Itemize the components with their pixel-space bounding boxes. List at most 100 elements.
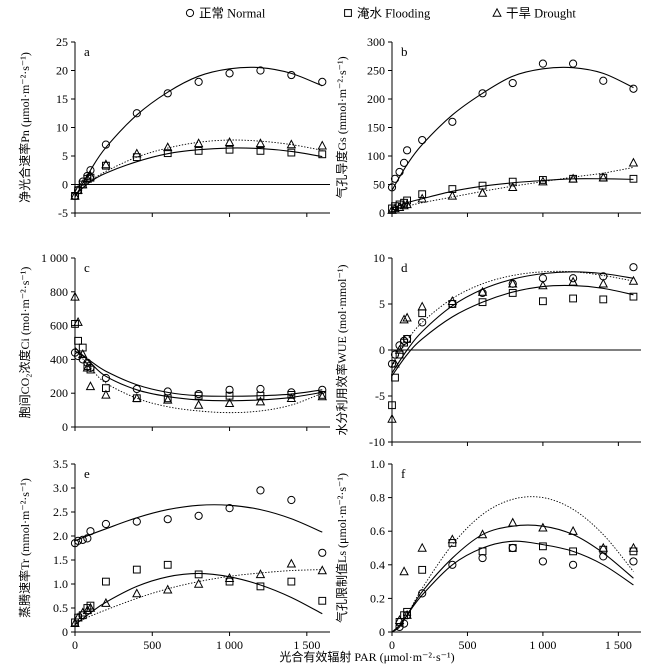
y-tick-label: 0.5 bbox=[53, 601, 68, 615]
data-point-triangle bbox=[77, 179, 88, 189]
data-point-square bbox=[599, 295, 608, 304]
y-tick-label: 1.5 bbox=[53, 553, 68, 567]
data-point-triangle bbox=[286, 139, 297, 149]
data-point-square bbox=[194, 146, 203, 155]
panel-label: a bbox=[84, 44, 90, 59]
data-point-triangle bbox=[598, 278, 609, 288]
fit-curve-square bbox=[391, 524, 634, 633]
data-point-square bbox=[403, 335, 411, 343]
panel-label: f bbox=[401, 466, 406, 481]
y-axis-title: 气孔导度Gs (mmol·m⁻²·s⁻¹) bbox=[334, 56, 349, 198]
data-point-triangle bbox=[477, 286, 488, 296]
data-point-triangle bbox=[132, 588, 142, 598]
panel-d: -10 -5 0 5 10 d 水分利用效率WUE (mol·mmol⁻¹) bbox=[334, 251, 641, 449]
data-point-circle bbox=[256, 486, 265, 495]
data-point-square bbox=[569, 294, 577, 303]
data-point-square bbox=[86, 601, 95, 610]
data-point-circle bbox=[86, 527, 95, 536]
data-point-square bbox=[71, 320, 79, 328]
data-point-square bbox=[318, 596, 327, 605]
data-point-square bbox=[388, 401, 396, 410]
y-tick-label: 250 bbox=[367, 64, 385, 78]
y-tick-label: 20 bbox=[56, 64, 68, 78]
data-point-triangle bbox=[255, 396, 266, 406]
y-tick-label: 1 000 bbox=[41, 251, 68, 265]
y-tick-label: 10 bbox=[373, 251, 385, 265]
data-point-circle bbox=[599, 552, 608, 561]
data-point-circle bbox=[599, 76, 608, 85]
data-point-circle bbox=[538, 59, 548, 68]
y-tick-label: 1.0 bbox=[370, 457, 385, 471]
y-tick-label: 0.6 bbox=[370, 524, 385, 538]
y-tick-label: 0 bbox=[379, 625, 385, 639]
data-point-triangle bbox=[162, 394, 173, 404]
data-point-triangle bbox=[568, 525, 578, 535]
data-point-square bbox=[256, 582, 265, 591]
y-axis-title: 胞间CO₂浓度Ci (mol·m⁻²·s⁻¹) bbox=[17, 267, 32, 419]
data-point-triangle bbox=[82, 605, 93, 615]
data-point-square bbox=[287, 390, 296, 399]
data-point-circle bbox=[568, 59, 578, 68]
fit-curve-square bbox=[74, 147, 323, 196]
x-tick-label: 1 500 bbox=[293, 638, 320, 652]
data-point-circle bbox=[629, 263, 638, 272]
data-point-circle bbox=[132, 384, 141, 394]
data-point-circle bbox=[395, 167, 404, 177]
data-point-circle bbox=[629, 84, 638, 93]
panel-label: b bbox=[401, 44, 408, 59]
fit-curve-circle bbox=[74, 66, 323, 198]
shared-x-axis-label: 光合有效辐射 PAR (μmol·m⁻²·s⁻¹) bbox=[279, 649, 454, 664]
data-point-triangle bbox=[162, 142, 173, 152]
panel-label: c bbox=[84, 260, 90, 275]
data-point-circle bbox=[418, 589, 427, 598]
legend-label: 干旱 Drought bbox=[506, 7, 576, 21]
data-point-square bbox=[256, 146, 265, 155]
data-point-circle bbox=[318, 548, 327, 557]
data-point-triangle bbox=[85, 381, 96, 391]
y-tick-label: 100 bbox=[367, 149, 385, 163]
data-point-triangle bbox=[255, 569, 266, 579]
data-point-triangle bbox=[193, 578, 204, 588]
data-point-circle bbox=[478, 89, 487, 98]
x-tick-label: 1 000 bbox=[216, 638, 243, 652]
fit-curve-circle bbox=[391, 540, 634, 633]
data-point-circle bbox=[478, 288, 487, 298]
data-point-triangle bbox=[70, 190, 80, 200]
fit-curve-triangle bbox=[391, 166, 634, 211]
data-point-circle bbox=[101, 519, 111, 529]
data-point-triangle bbox=[477, 187, 488, 197]
data-point-triangle bbox=[85, 602, 96, 612]
fit-curve-square bbox=[391, 284, 634, 377]
data-point-triangle bbox=[394, 344, 405, 354]
y-tick-label: 0 bbox=[62, 625, 68, 639]
data-point-circle bbox=[101, 373, 111, 383]
data-point-triangle bbox=[399, 566, 409, 576]
data-point-triangle bbox=[82, 362, 93, 372]
fit-curve-circle bbox=[391, 271, 634, 374]
data-point-circle bbox=[418, 318, 427, 327]
legend-square-marker bbox=[344, 9, 352, 17]
y-tick-label: 1.0 bbox=[53, 577, 68, 591]
data-point-triangle bbox=[101, 159, 111, 169]
panel-f: 0 0.2 0.4 0.6 0.8 1.0 0 500 1 000 1 500 f 气孔限制值Ls (… bbox=[334, 457, 641, 652]
data-point-triangle bbox=[538, 522, 548, 532]
data-point-triangle bbox=[447, 295, 458, 305]
y-tick-label: 200 bbox=[50, 386, 68, 400]
data-point-triangle bbox=[132, 392, 142, 402]
data-point-square bbox=[225, 145, 234, 154]
data-point-circle bbox=[256, 66, 265, 75]
data-point-triangle bbox=[538, 176, 548, 186]
y-axis-title: 净光合速率Pn (μmol·m⁻²·s⁻¹) bbox=[17, 52, 32, 203]
data-point-circle bbox=[629, 557, 638, 566]
y-tick-label: 0.4 bbox=[370, 558, 385, 572]
data-point-circle bbox=[390, 350, 400, 359]
x-tick-label: 0 bbox=[389, 638, 395, 652]
data-point-triangle bbox=[224, 137, 235, 147]
data-point-triangle bbox=[507, 517, 518, 527]
data-point-triangle bbox=[317, 140, 328, 150]
data-point-triangle bbox=[77, 349, 88, 359]
data-point-circle bbox=[225, 504, 234, 513]
legend-entry: 干旱 Drought bbox=[492, 7, 576, 21]
data-point-triangle bbox=[82, 173, 93, 183]
